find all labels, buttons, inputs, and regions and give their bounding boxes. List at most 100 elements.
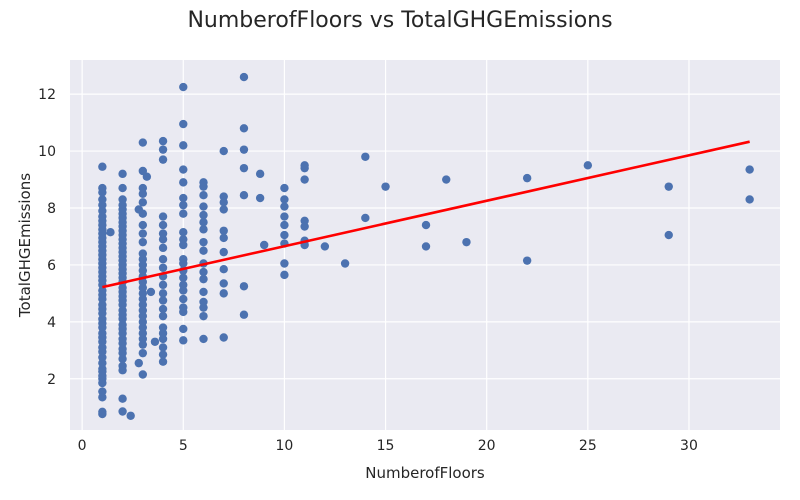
data-point [239,282,249,291]
data-point [239,145,249,154]
data-point [219,279,228,288]
data-point [126,411,135,420]
data-point [199,202,208,211]
data-point [179,82,188,92]
data-point [158,145,168,154]
data-point [442,175,451,184]
data-point [158,357,168,366]
data-point [320,242,330,251]
data-point [199,311,208,321]
y-axis-ticks: 2 4 6 8 10 12 [38,87,56,388]
data-point [158,263,168,272]
data-point [179,324,188,334]
data-point [745,195,754,204]
data-point [239,190,249,200]
data-point [158,350,168,359]
data-point [118,407,127,416]
data-point [158,323,168,332]
data-point [118,183,127,193]
y-tick-label: 10 [38,144,56,160]
data-point [158,343,168,352]
data-point [239,124,249,133]
data-point [138,138,148,147]
data-point [219,289,228,298]
data-point [158,155,168,164]
data-point [179,336,188,345]
data-point [118,195,127,204]
data-point [138,249,148,258]
data-point [158,280,168,290]
data-point [134,358,143,368]
data-point [300,161,309,170]
data-point [179,227,188,237]
data-point [179,303,188,312]
data-point [199,334,208,344]
data-point [199,246,208,255]
data-point [219,247,228,257]
y-tick-label: 8 [47,201,56,217]
data-point [179,294,188,304]
data-point [179,193,188,203]
data-point [98,387,107,396]
chart-title: NumberofFloors vs TotalGHGEmissions [187,8,612,33]
data-point [138,348,148,358]
x-tick-label: 30 [680,438,698,454]
data-point [158,243,168,253]
y-tick-label: 6 [47,258,56,274]
data-point [280,230,289,240]
data-point [522,256,532,265]
data-point [199,190,208,200]
data-point [158,136,168,146]
data-point [239,310,249,319]
data-point [158,229,168,238]
data-point [259,240,269,250]
data-point [522,173,532,183]
data-point [199,297,208,307]
data-point [138,237,148,247]
data-point [199,274,208,284]
data-point [255,193,265,203]
data-point [300,175,309,184]
data-point [219,233,228,243]
data-point [179,209,188,218]
data-point [280,202,289,211]
data-point [138,183,148,193]
data-point [219,333,228,342]
data-point [179,141,188,150]
data-point [179,200,188,210]
data-point [340,259,350,268]
x-axis-label: NumberofFloors [365,464,485,482]
data-point [280,270,289,280]
data-point [179,119,188,129]
x-tick-label: 25 [579,438,597,454]
data-point [106,227,115,237]
data-point [421,220,431,230]
data-point [199,218,208,227]
data-point [361,213,370,223]
data-point [664,230,673,240]
data-point [219,146,228,156]
data-point [98,407,107,416]
data-point [98,162,107,171]
data-point [138,198,148,207]
data-point [179,280,188,290]
data-point [158,255,168,264]
data-point [118,361,127,371]
data-point [158,212,168,221]
data-point [118,169,127,179]
data-point [421,242,431,251]
data-point [239,163,249,173]
data-point [219,192,228,201]
data-point [199,267,208,277]
data-point [138,220,148,230]
data-point [98,195,107,204]
data-point [142,172,152,181]
data-point [158,304,168,314]
data-point [255,169,265,179]
data-point [280,195,289,204]
data-point [150,337,160,346]
data-point [583,161,593,170]
data-point [138,370,148,379]
